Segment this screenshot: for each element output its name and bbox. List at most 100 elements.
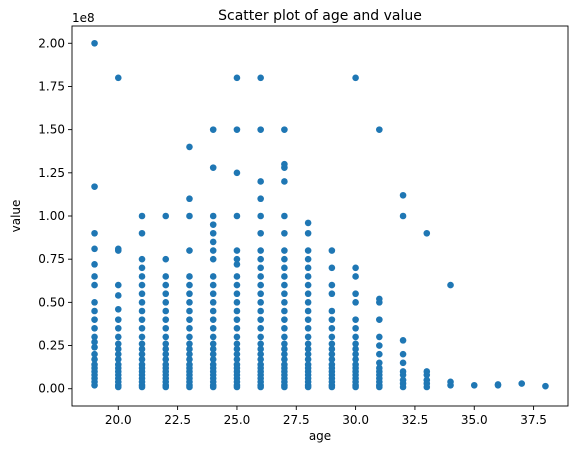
- scatter-point: [233, 383, 241, 391]
- scatter-point: [138, 281, 146, 289]
- scatter-point: [114, 281, 122, 289]
- scatter-point: [162, 290, 170, 298]
- x-tick-label: 32.5: [402, 413, 429, 427]
- scatter-point: [328, 264, 336, 272]
- scatter-point: [281, 273, 288, 280]
- scatter-point: [91, 381, 98, 389]
- scatter-point: [209, 281, 217, 289]
- scatter-point: [138, 255, 146, 263]
- scatter-point: [233, 255, 241, 263]
- y-tick-label: 0.00: [38, 382, 65, 396]
- scatter-point: [114, 383, 122, 391]
- scatter-point: [209, 356, 217, 363]
- y-tick-label: 1.75: [38, 79, 65, 93]
- y-tick-label: 0.75: [38, 252, 65, 266]
- scatter-point: [352, 299, 359, 306]
- scatter-point: [209, 383, 217, 391]
- scatter-point: [281, 229, 288, 237]
- y-tick-label: 0.50: [38, 295, 65, 309]
- scatter-point: [209, 290, 217, 298]
- scatter-point: [281, 340, 288, 348]
- scatter-point: [257, 264, 264, 272]
- scatter-point: [281, 290, 288, 298]
- scatter-point: [186, 345, 193, 353]
- scatter-point: [186, 212, 193, 220]
- scatter-point: [542, 382, 549, 390]
- scatter-point: [138, 273, 146, 280]
- x-tick-label: 37.5: [520, 413, 547, 427]
- scatter-point: [91, 261, 98, 268]
- scatter-point: [257, 307, 264, 315]
- scatter-point: [138, 383, 146, 391]
- y-tick-label: 2.00: [38, 36, 65, 50]
- scatter-point: [281, 356, 288, 363]
- scatter-point: [281, 316, 288, 323]
- scatter-point: [233, 74, 241, 82]
- scatter-point: [352, 333, 359, 341]
- scatter-point: [518, 380, 526, 387]
- scatter-point: [186, 290, 193, 298]
- scatter-point: [186, 350, 193, 358]
- scatter-point: [304, 255, 312, 263]
- scatter-point: [233, 290, 241, 298]
- scatter-point: [138, 340, 146, 348]
- scatter-point: [399, 359, 407, 367]
- scatter-point: [257, 273, 264, 280]
- scatter-point: [91, 273, 98, 280]
- scatter-point: [233, 281, 241, 289]
- scatter-point: [209, 350, 217, 358]
- scatter-point: [257, 316, 264, 323]
- scatter-point: [162, 340, 170, 348]
- scatter-point: [233, 273, 241, 280]
- scatter-point: [186, 383, 193, 391]
- scatter-point: [257, 255, 264, 263]
- scatter-point: [162, 281, 170, 289]
- scatter-point: [114, 305, 122, 313]
- scatter-point: [186, 195, 193, 203]
- scatter-point: [209, 324, 217, 332]
- x-tick-label: 20.0: [105, 413, 132, 427]
- scatter-point: [138, 316, 146, 323]
- scatter-point: [352, 324, 359, 332]
- scatter-point: [328, 316, 336, 323]
- scatter-point: [138, 229, 146, 237]
- scatter-point: [257, 178, 264, 185]
- scatter-point: [257, 383, 264, 391]
- scatter-point: [114, 345, 122, 353]
- scatter-point: [162, 345, 170, 353]
- scatter-point: [281, 264, 288, 272]
- scatter-point: [162, 350, 170, 358]
- scatter-point: [233, 350, 241, 358]
- scatter-point: [233, 247, 241, 254]
- scatter-point: [91, 245, 98, 253]
- scatter-point: [328, 333, 336, 341]
- scatter-point: [91, 229, 98, 237]
- scatter-point: [376, 383, 383, 391]
- y-tick-label: 1.00: [38, 209, 65, 223]
- scatter-point: [257, 333, 264, 341]
- scatter-point: [399, 191, 407, 199]
- scatter-point: [162, 324, 170, 332]
- points-layer: [91, 39, 549, 391]
- scatter-point: [470, 381, 478, 389]
- scatter-point: [233, 299, 241, 306]
- scatter-point: [376, 299, 383, 306]
- scatter-point: [91, 299, 98, 306]
- scatter-point: [114, 324, 122, 332]
- scatter-point: [281, 164, 288, 171]
- scatter-point: [328, 356, 336, 363]
- scatter-point: [304, 219, 312, 227]
- x-axis: 20.0 22.5 25.0 27.5 30.0 32.5 35.0 37.5: [105, 406, 547, 427]
- scatter-point: [352, 273, 359, 280]
- scatter-point: [138, 350, 146, 358]
- scatter-point: [233, 307, 241, 315]
- scatter-point: [186, 299, 193, 306]
- scatter-point: [281, 333, 288, 341]
- scatter-point: [304, 307, 312, 315]
- scatter-point: [304, 273, 312, 280]
- scatter-point: [352, 290, 359, 298]
- x-tick-label: 22.5: [164, 413, 191, 427]
- scatter-point: [328, 350, 336, 358]
- scatter-point: [399, 383, 407, 391]
